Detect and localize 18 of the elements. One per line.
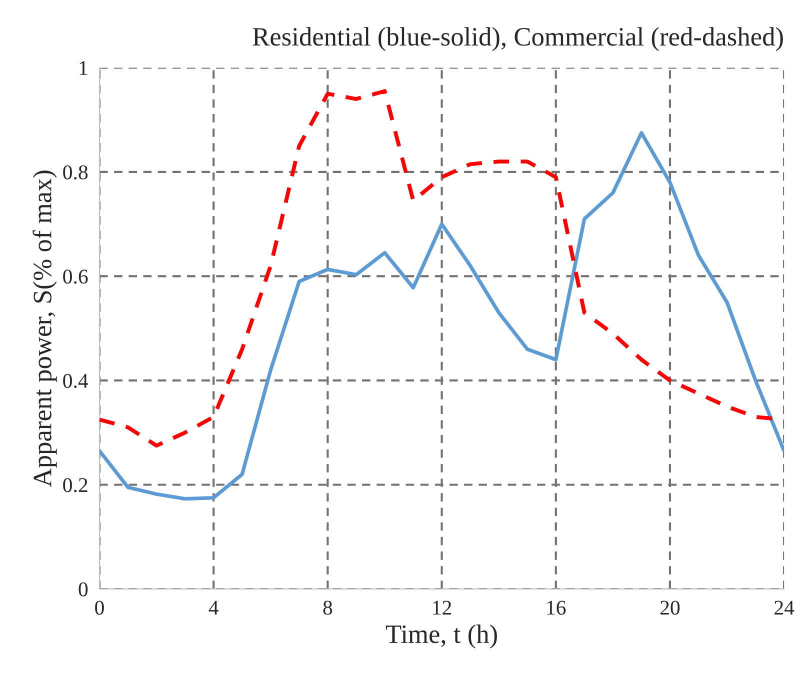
- x-tick-label: 20: [660, 600, 680, 615]
- y-axis-title: Apparent power, S(% of max): [32, 170, 57, 487]
- line-series: [100, 131, 784, 501]
- x-tick-label: 0: [95, 600, 104, 615]
- y-tick-label: 0: [78, 582, 88, 596]
- chart-title: Residential (blue-solid), Commercial (red-dashed): [252, 27, 783, 52]
- y-tick-label: 0.2: [63, 478, 88, 492]
- y-tick-label: 1: [80, 61, 88, 75]
- x-tick-label: 24: [774, 600, 794, 615]
- x-axis-title: Time, t (h): [386, 624, 497, 648]
- x-tick-label: 16: [547, 600, 566, 615]
- y-tick-label: 0.4: [63, 374, 88, 388]
- y-tick-label: 0.8: [63, 165, 88, 180]
- line-series: [100, 89, 784, 448]
- x-tick-label: 8: [323, 600, 332, 615]
- y-tick-label: 0.6: [63, 270, 88, 284]
- x-tick-label: 12: [433, 600, 452, 615]
- x-tick-label: 4: [208, 600, 218, 615]
